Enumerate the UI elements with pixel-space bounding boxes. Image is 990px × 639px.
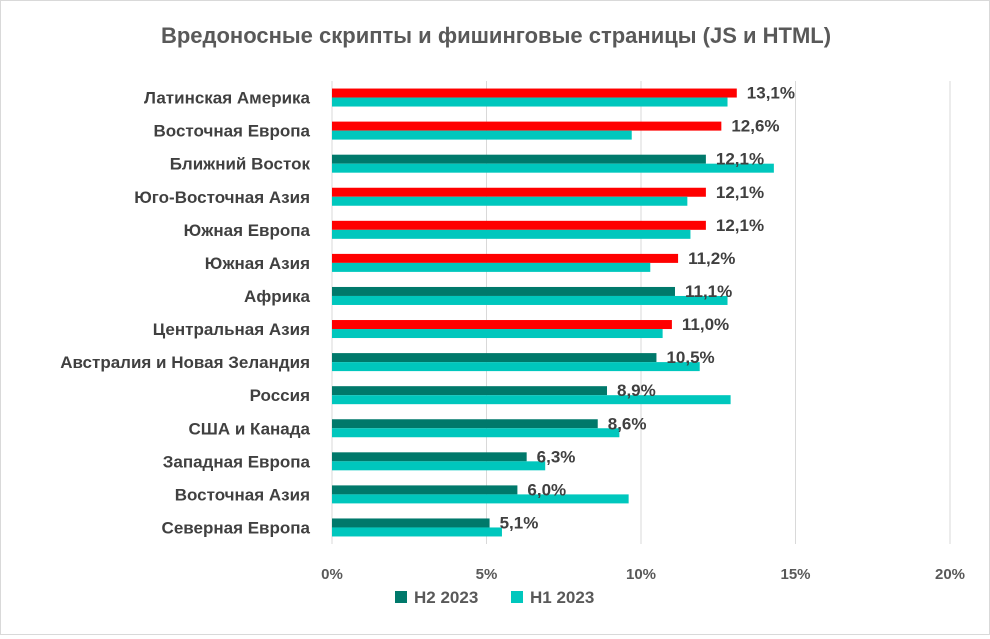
bar-h1 <box>332 196 688 206</box>
x-tick-label: 5% <box>476 566 498 583</box>
category-label: Юго-Восточная Азия <box>134 188 310 207</box>
bar-h1 <box>332 262 651 272</box>
data-label: 6,0% <box>527 480 566 499</box>
bar-h2 <box>332 88 737 98</box>
bar-h2 <box>332 452 527 462</box>
bar-h1 <box>332 461 546 471</box>
bar-h1 <box>332 163 774 173</box>
category-label: Австралия и Новая Зеландия <box>60 353 310 372</box>
bar-h2 <box>332 485 518 495</box>
category-label: Северная Европа <box>162 518 311 537</box>
bars <box>332 88 774 537</box>
category-label: Южная Азия <box>205 254 310 273</box>
data-label: 5,1% <box>500 513 539 532</box>
bar-h2 <box>332 353 657 363</box>
bar-h2 <box>332 320 672 330</box>
bar-h1 <box>332 329 663 339</box>
bar-h1 <box>332 494 629 504</box>
data-label: 8,6% <box>608 414 647 433</box>
x-axis-ticks: 0% 5% 10% 15% 20% <box>321 566 965 583</box>
category-label: Западная Европа <box>163 452 311 471</box>
category-label: США и Канада <box>188 419 310 438</box>
bar-h1 <box>332 395 731 405</box>
data-label: 13,1% <box>747 84 795 103</box>
category-label: Латинская Америка <box>144 89 311 108</box>
bar-h1 <box>332 428 620 438</box>
category-label: Восточная Азия <box>175 485 310 504</box>
category-label: Ближний Восток <box>170 155 311 174</box>
bar-h2 <box>332 220 706 230</box>
data-label: 8,9% <box>617 381 656 400</box>
data-label: 12,1% <box>716 150 764 169</box>
category-label: Южная Европа <box>184 221 311 240</box>
legend-swatch <box>395 591 407 603</box>
category-labels: Латинская Америка Восточная Европа Ближний… <box>60 89 310 538</box>
data-label: 12,1% <box>716 216 764 235</box>
bar-h2 <box>332 518 490 528</box>
category-label: Восточная Европа <box>154 122 311 141</box>
legend-swatch <box>511 591 523 603</box>
data-label: 11,1% <box>685 282 732 301</box>
category-label: Африка <box>244 287 310 306</box>
data-labels: 13,1% 12,6% 12,1% 12,1% 12,1% 11,2% 11,1% 11,0%… <box>500 84 795 533</box>
category-label: Россия <box>250 386 310 405</box>
bar-h1 <box>332 229 691 239</box>
bar-h2 <box>332 286 675 296</box>
bar-h2 <box>332 187 706 197</box>
category-label: Центральная Азия <box>153 320 310 339</box>
data-label: 12,1% <box>716 183 764 202</box>
bar-h1 <box>332 130 632 140</box>
x-tick-label: 0% <box>321 566 343 583</box>
data-label: 12,6% <box>731 117 779 136</box>
data-label: 10,5% <box>666 348 714 367</box>
data-label: 11,0% <box>682 315 729 334</box>
legend-label: H1 2023 <box>530 588 594 607</box>
bar-h2 <box>332 253 679 263</box>
x-tick-label: 10% <box>626 566 656 583</box>
data-label: 11,2% <box>688 249 735 268</box>
bar-h2 <box>332 154 706 164</box>
legend: H2 2023 H1 2023 <box>395 588 594 607</box>
bar-h1 <box>332 527 502 537</box>
bar-h1 <box>332 295 728 305</box>
chart-title: Вредоносные скрипты и фишинговые страниц… <box>161 23 831 48</box>
data-label: 6,3% <box>537 447 576 466</box>
bar-h1 <box>332 362 700 372</box>
bar-h1 <box>332 97 728 107</box>
bar-h2 <box>332 121 722 131</box>
x-tick-label: 20% <box>935 566 965 583</box>
bar-h2 <box>332 386 608 396</box>
x-tick-label: 15% <box>780 566 810 583</box>
legend-label: H2 2023 <box>414 588 478 607</box>
gridlines <box>331 81 951 544</box>
bar-h2 <box>332 419 598 429</box>
